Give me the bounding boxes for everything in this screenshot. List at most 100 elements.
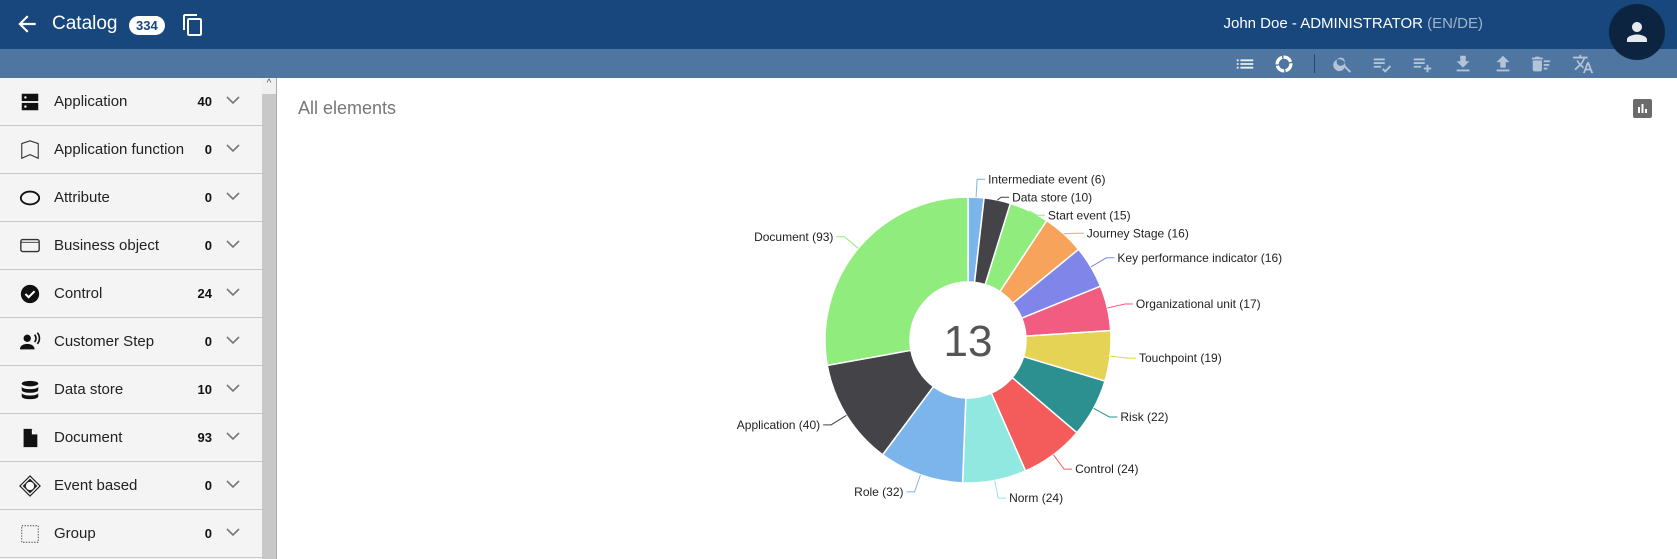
sidebar-item-label: Event based xyxy=(54,477,138,494)
slice-label: Norm (24) xyxy=(1009,491,1063,505)
slice-label: Touchpoint (19) xyxy=(1139,351,1222,365)
chevron-down-icon[interactable] xyxy=(226,335,240,345)
sidebar-item-label: Document xyxy=(54,429,123,446)
event-diamond-icon xyxy=(19,475,41,497)
slice-label: Journey Stage (16) xyxy=(1087,226,1189,240)
person-icon xyxy=(1627,22,1647,42)
label-connector xyxy=(994,480,1007,499)
sidebar-item-label: Control xyxy=(54,285,103,302)
sidebar-item-group[interactable]: Group 0 xyxy=(0,510,262,558)
sidebar-item-count: 93 xyxy=(197,430,212,445)
sidebar-item-label: Group xyxy=(54,525,96,542)
label-connector xyxy=(1052,454,1073,470)
chevron-down-icon[interactable] xyxy=(226,527,240,537)
sidebar-item-label: Application xyxy=(54,93,128,110)
count-badge: 334 xyxy=(129,16,165,35)
chevron-down-icon[interactable] xyxy=(226,143,240,153)
sidebar-item-customer-step[interactable]: Customer Step 0 xyxy=(0,318,262,366)
slice-label: Control (24) xyxy=(1075,462,1138,476)
chevron-down-icon[interactable] xyxy=(226,431,240,441)
center-label: 13 xyxy=(944,317,993,366)
list-icon[interactable] xyxy=(1234,53,1256,75)
sidebar-item-count: 0 xyxy=(204,334,212,349)
label-connector xyxy=(823,414,847,426)
document-icon xyxy=(23,428,38,448)
chevron-down-icon[interactable] xyxy=(226,383,240,393)
checklist-icon[interactable] xyxy=(1371,53,1393,75)
sidebar-item-data-store[interactable]: Data store 10 xyxy=(0,366,262,414)
download-icon[interactable] xyxy=(1452,53,1474,75)
sidebar-item-event-based[interactable]: Event based 0 xyxy=(0,462,262,510)
label-connector xyxy=(1028,210,1045,216)
slice-label: Organizational unit (17) xyxy=(1136,297,1261,311)
upload-icon[interactable] xyxy=(1492,53,1514,75)
dashed-square-icon xyxy=(21,525,39,543)
search-icon[interactable] xyxy=(1332,53,1354,75)
sidebar: Application 40 Application function 0 At… xyxy=(0,78,262,559)
label-connector xyxy=(1090,257,1115,268)
label-connector xyxy=(906,474,921,493)
ellipse-icon xyxy=(19,190,41,206)
page-title: Catalog xyxy=(52,13,118,34)
sidebar-item-label: Attribute xyxy=(54,189,110,206)
scrollbar[interactable]: ^ xyxy=(262,78,277,559)
slice-label: Document (93) xyxy=(754,230,833,244)
scroll-up-arrow-icon[interactable]: ^ xyxy=(262,78,276,94)
database-icon xyxy=(21,380,39,400)
sidebar-item-count: 0 xyxy=(204,142,212,157)
sidebar-item-label: Customer Step xyxy=(54,333,155,350)
chevron-down-icon[interactable] xyxy=(226,239,240,249)
donut-hole xyxy=(911,283,1025,397)
bar-chart-icon[interactable] xyxy=(1633,99,1652,118)
label-connector xyxy=(1093,407,1118,418)
sidebar-item-control[interactable]: Control 24 xyxy=(0,270,262,318)
toolbar xyxy=(0,49,1677,78)
chevron-down-icon[interactable] xyxy=(226,191,240,201)
label-connector xyxy=(975,178,986,198)
sidebar-item-count: 0 xyxy=(204,190,212,205)
back-arrow-icon[interactable] xyxy=(14,11,40,37)
server-icon xyxy=(21,93,39,111)
sidebar-item-label: Application function xyxy=(54,141,185,158)
sidebar-item-count: 10 xyxy=(197,382,212,397)
slice-label: Start event (15) xyxy=(1048,208,1131,222)
translate-icon[interactable] xyxy=(1572,53,1594,75)
rectangle-icon xyxy=(20,238,40,253)
add-list-icon[interactable] xyxy=(1411,53,1433,75)
slice-label: Data store (10) xyxy=(1012,190,1092,204)
sidebar-item-attribute[interactable]: Attribute 0 xyxy=(0,174,262,222)
sidebar-item-application-function[interactable]: Application function 0 xyxy=(0,126,262,174)
top-bar: Catalog 334 John Doe - ADMINISTRATOR (EN… xyxy=(0,0,1677,49)
delete-list-icon[interactable] xyxy=(1530,53,1552,75)
sidebar-item-label: Business object xyxy=(54,237,160,254)
copy-icon[interactable] xyxy=(181,12,205,38)
chevron-down-icon[interactable] xyxy=(226,287,240,297)
label-connector xyxy=(1110,355,1136,359)
slice-label: Application (40) xyxy=(737,418,820,432)
chevron-down-icon[interactable] xyxy=(226,479,240,489)
sidebar-item-business-object[interactable]: Business object 0 xyxy=(0,222,262,270)
slice-label: Key performance indicator (16) xyxy=(1117,251,1282,265)
chevron-down-icon[interactable] xyxy=(226,95,240,105)
language[interactable]: (EN/DE) xyxy=(1427,15,1483,32)
pie-slice[interactable] xyxy=(824,196,969,367)
avatar[interactable] xyxy=(1609,4,1665,60)
slice-label: Role (32) xyxy=(854,485,903,499)
sidebar-item-count: 24 xyxy=(197,286,212,301)
toolbar-divider xyxy=(1314,54,1315,73)
label-connector xyxy=(1063,232,1084,235)
sidebar-item-document[interactable]: Document 93 xyxy=(0,414,262,462)
label-connector xyxy=(836,236,859,249)
donut-chart-icon[interactable] xyxy=(1273,53,1295,75)
slice-label: Risk (22) xyxy=(1120,410,1168,424)
user-info: John Doe - ADMINISTRATOR (EN/DE) xyxy=(1223,15,1483,32)
check-circle-icon xyxy=(20,284,40,304)
sidebar-item-count: 0 xyxy=(204,478,212,493)
sidebar-item-application[interactable]: Application 40 xyxy=(0,78,262,126)
slice-label: Intermediate event (6) xyxy=(988,172,1105,186)
label-connector xyxy=(997,196,1010,201)
sidebar-item-label: Data store xyxy=(54,381,124,398)
donut-chart: Intermediate event (6) Data store (10) Sta… xyxy=(737,172,1282,505)
sidebar-item-count: 40 xyxy=(197,94,212,109)
section-title: All elements xyxy=(298,98,397,118)
